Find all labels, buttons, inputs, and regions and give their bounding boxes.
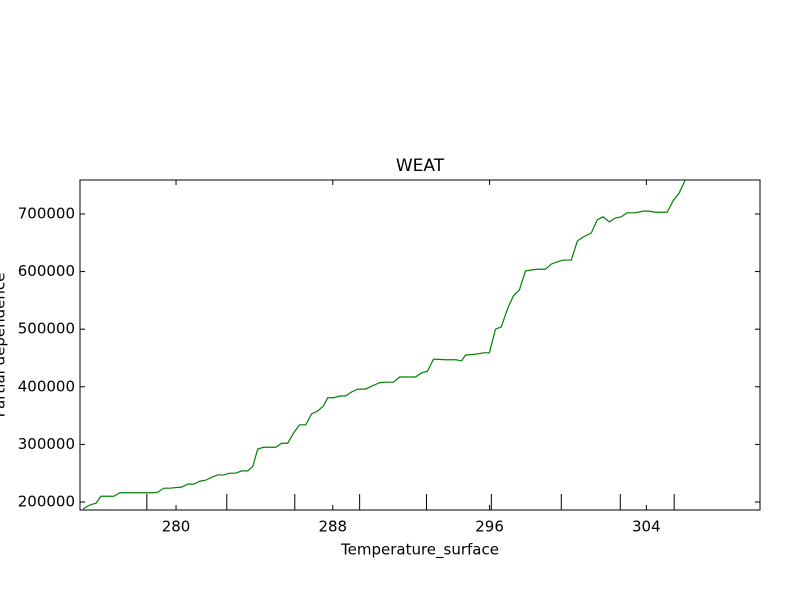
x-tick-label: 288 [318, 518, 347, 536]
data-line [82, 180, 686, 510]
x-tick-label: 280 [162, 518, 191, 536]
plot-frame [79, 179, 761, 511]
y-tick-label: 400000 [18, 377, 75, 395]
y-tick-label: 600000 [18, 262, 75, 280]
x-axis-label: Temperature_surface [340, 541, 499, 560]
y-tick-label: 300000 [18, 435, 75, 453]
y-tick-label: 700000 [18, 204, 75, 222]
x-tick-label: 296 [475, 518, 504, 536]
y-axis-label: Partial dependence [0, 273, 9, 418]
y-tick-label: 200000 [18, 492, 75, 510]
x-tick-label: 304 [632, 518, 661, 536]
chart-title: WEAT [396, 156, 445, 176]
y-tick-label: 500000 [18, 320, 75, 338]
